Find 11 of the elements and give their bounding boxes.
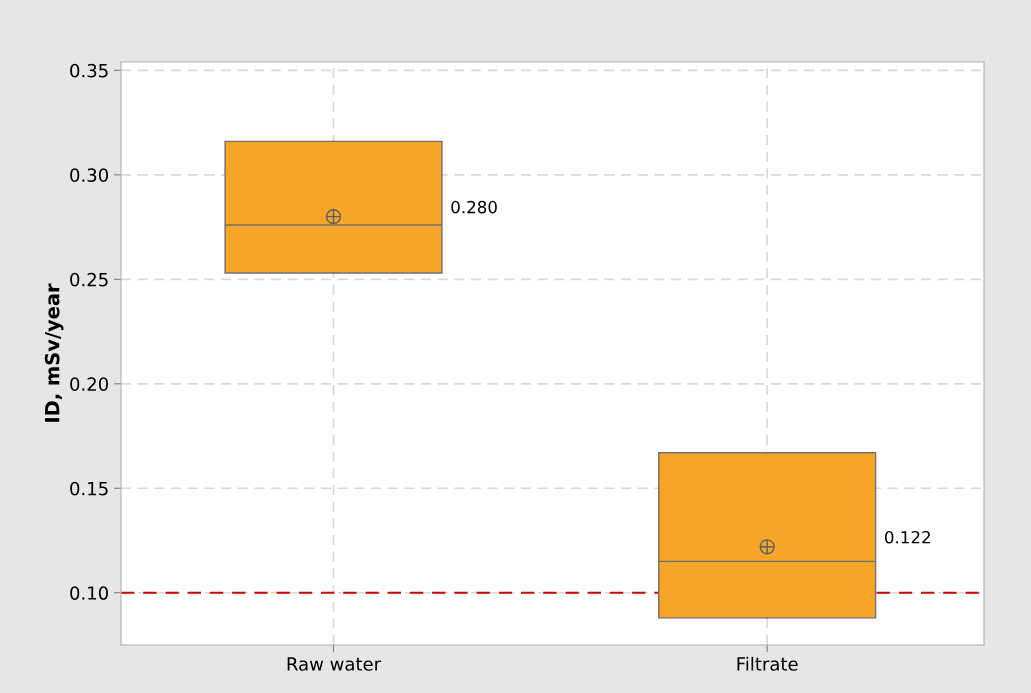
y-tick-label: 0.10 [70, 586, 108, 600]
y-tick-label: 0.35 [70, 63, 108, 78]
x-tick-label: Raw water [287, 657, 382, 671]
annotation: 0.280 [451, 200, 497, 214]
y-tick-label: 0.20 [70, 377, 108, 391]
y-tick-label: 0.30 [70, 168, 108, 182]
y-tick-label: 0.15 [70, 481, 108, 496]
annotation: 0.122 [885, 530, 930, 544]
x-tick-label: Filtrate [737, 656, 798, 671]
y-tick-label: 0.25 [70, 272, 108, 287]
y-axis-title: ID, mSv/year [44, 283, 64, 422]
